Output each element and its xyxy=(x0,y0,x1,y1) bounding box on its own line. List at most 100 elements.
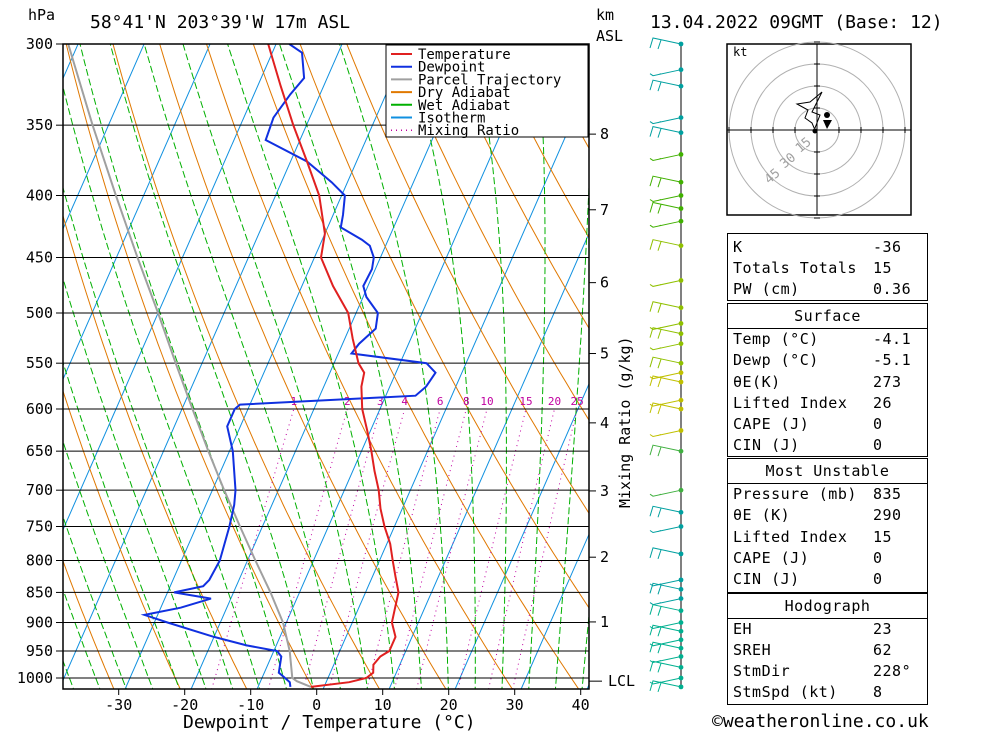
hpa-axis-label: hPa xyxy=(28,6,55,24)
legend-label: Dry Adiabat xyxy=(418,85,511,101)
temperature-tick-label: -20 xyxy=(171,696,198,714)
plot-frame xyxy=(62,43,590,690)
storm-motion-marker xyxy=(823,120,832,129)
wet-adiabat-line xyxy=(227,44,395,689)
pressure-tick-label: 450 xyxy=(26,249,53,267)
legend-label: Wet Adiabat xyxy=(418,98,511,114)
temperature-tick-label: 20 xyxy=(440,696,458,714)
indices-table: K -36 Totals Totals 15 PW (cm) 0.36 xyxy=(727,233,928,301)
wind-barb xyxy=(649,69,682,77)
wet-adiabat-line xyxy=(109,44,314,689)
totals-totals-label: Totals Totals xyxy=(733,259,857,277)
legend-label: Isotherm xyxy=(418,111,485,127)
dry-adiabat-line xyxy=(63,559,115,689)
chart-datetime: 13.04.2022 09GMT (Base: 12) xyxy=(650,12,943,33)
wet-adiabat-line xyxy=(473,44,507,689)
wind-barb xyxy=(649,505,682,518)
pressure-tick-label: 550 xyxy=(26,354,53,372)
x-axis-title: Dewpoint / Temperature (°C) xyxy=(183,712,476,733)
temperature-tick-label: 30 xyxy=(506,696,524,714)
mixing-ratio-line xyxy=(512,408,578,689)
mixing-ratio-label: 4 xyxy=(401,395,408,408)
mu-cape-value: 0 xyxy=(873,549,883,567)
hodograph-title: Hodograph xyxy=(784,597,871,615)
pressure-tick-label: 950 xyxy=(26,642,53,660)
wind-barb xyxy=(649,356,682,369)
legend-label: Dewpoint xyxy=(418,60,485,76)
temperature-tick-label: -30 xyxy=(105,696,132,714)
wind-profile xyxy=(649,37,684,693)
mixing-ratio-line xyxy=(267,408,348,689)
stmspd-value: 8 xyxy=(873,683,883,701)
wet-adiabat-line xyxy=(63,515,127,689)
height-tick-label: 8 xyxy=(600,125,609,143)
isotherm-line xyxy=(63,44,277,532)
height-tick-label: 7 xyxy=(600,201,609,219)
isotherm-line xyxy=(63,44,211,381)
wet-adiabat-line xyxy=(338,44,449,689)
km-axis-label: km xyxy=(596,6,614,24)
dry-adiabat-line xyxy=(929,8,1000,704)
pressure-level-lines xyxy=(63,43,589,679)
wet-adiabat-line xyxy=(182,44,368,689)
wind-barb xyxy=(649,301,682,313)
wind-barb xyxy=(649,641,682,654)
mixing-ratio-line xyxy=(211,408,295,689)
mu-thetae-value: 290 xyxy=(873,506,902,524)
sreh-value: 62 xyxy=(873,641,893,659)
pressure-tick-label: 850 xyxy=(26,583,53,601)
totals-totals-value: 15 xyxy=(873,259,893,277)
wet-adiabat-line xyxy=(278,44,422,689)
mixing-ratio-line xyxy=(302,408,381,689)
surface-temp-value: -4.1 xyxy=(873,330,912,348)
pressure-tick-label: 650 xyxy=(26,442,53,460)
pressure-tick-label: 350 xyxy=(26,116,53,134)
mu-li-value: 15 xyxy=(873,528,893,546)
isotherm-line xyxy=(63,44,79,80)
wind-barb xyxy=(649,375,682,388)
wind-barb xyxy=(649,604,682,616)
wind-barb xyxy=(649,117,682,125)
dry-adiabat-line xyxy=(252,44,580,689)
stmdir-label: StmDir xyxy=(733,662,791,680)
mixing-ratio-label: 3 xyxy=(377,395,384,408)
wet-adiabat-line xyxy=(405,44,476,689)
wind-barb xyxy=(649,126,682,138)
pressure-tick-label: 750 xyxy=(26,518,53,536)
most-unstable-table: Most Unstable Pressure (mb) 835 θE (K) 290… xyxy=(727,458,928,593)
wind-barb xyxy=(649,582,682,595)
surface-cape-label: CAPE (J) xyxy=(733,415,810,433)
mixing-ratio-line xyxy=(394,408,467,689)
isotherm-line xyxy=(322,81,589,689)
temperature-line xyxy=(267,44,400,688)
temperature-tick-label: 0 xyxy=(312,696,321,714)
surface-cape-value: 0 xyxy=(873,415,883,433)
surface-cin-value: 0 xyxy=(873,436,883,454)
mixing-ratio-label: 6 xyxy=(437,395,444,408)
wet-adiabat-line xyxy=(63,276,207,689)
surface-cin-label: CIN (J) xyxy=(733,436,800,454)
wet-adiabat-line xyxy=(554,175,589,689)
wind-barb xyxy=(649,430,682,438)
hodograph-point xyxy=(824,112,830,118)
eh-label: EH xyxy=(733,620,753,638)
legend-label: Mixing Ratio xyxy=(418,123,519,139)
wet-adiabat-lines xyxy=(63,44,589,689)
wind-barb xyxy=(649,444,682,457)
mu-cape-label: CAPE (J) xyxy=(733,549,810,567)
pressure-tick-label: 1000 xyxy=(17,669,53,687)
wet-adiabat-line xyxy=(63,439,154,689)
height-tick-label: 2 xyxy=(600,548,609,566)
wind-barb xyxy=(649,372,682,380)
pressure-tick-label: 600 xyxy=(26,400,53,418)
wind-barb xyxy=(649,175,682,188)
isotherm-line xyxy=(520,533,589,689)
dry-adiabat-line xyxy=(63,389,181,689)
wind-level-dot xyxy=(678,596,684,601)
dry-adiabat-line xyxy=(975,8,1000,704)
surface-dewp-value: -5.1 xyxy=(873,351,912,369)
wind-barb xyxy=(649,327,682,339)
surface-thetae-value: 273 xyxy=(873,373,902,391)
surface-li-value: 26 xyxy=(873,394,893,412)
